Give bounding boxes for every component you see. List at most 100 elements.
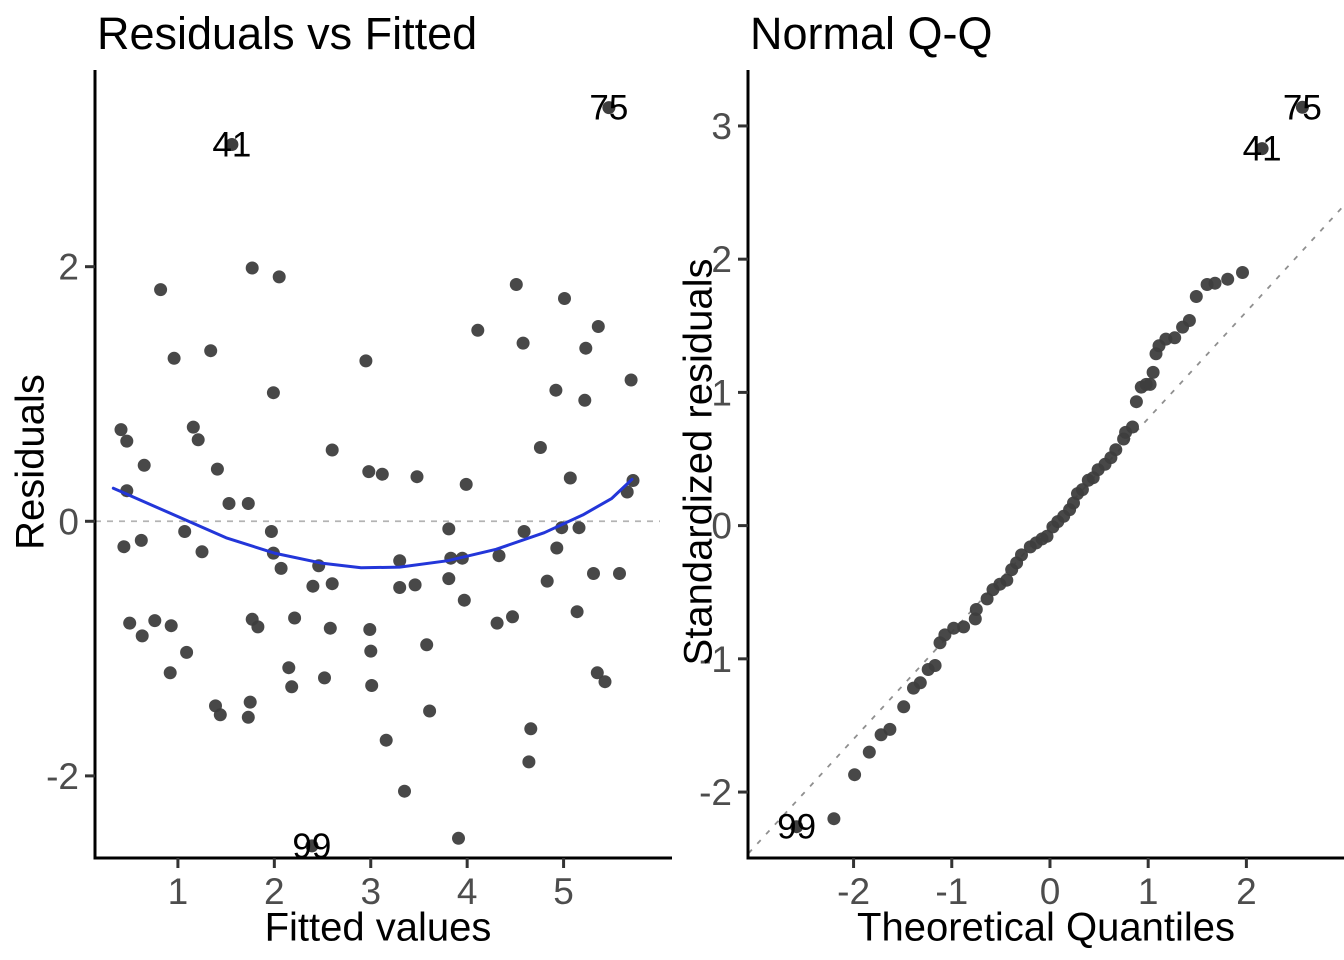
data-point xyxy=(442,572,456,586)
labeled-data-point xyxy=(225,138,239,151)
data-point xyxy=(210,462,224,476)
data-point xyxy=(243,695,257,709)
data-point xyxy=(459,477,473,491)
data-point xyxy=(245,261,259,275)
data-point xyxy=(154,283,168,297)
data-point xyxy=(572,521,586,535)
data-point xyxy=(1189,290,1203,303)
data-point xyxy=(913,676,927,690)
data-point xyxy=(957,620,971,634)
data-point xyxy=(410,470,424,484)
data-point xyxy=(251,620,265,634)
data-point xyxy=(325,443,339,457)
theoretical-quantiles-x-axis-title: Theoretical Quantiles xyxy=(857,905,1235,950)
data-point xyxy=(117,540,131,554)
y-tick-label: 3 xyxy=(711,106,732,147)
data-point xyxy=(1236,266,1249,279)
data-point xyxy=(264,525,278,538)
data-point xyxy=(1146,365,1160,379)
data-point xyxy=(364,644,378,658)
data-point xyxy=(325,577,339,591)
data-point xyxy=(163,666,177,680)
y-tick-label: 0 xyxy=(711,506,732,547)
x-tick-label: 4 xyxy=(457,871,478,912)
data-point xyxy=(1208,276,1222,290)
x-tick-label: 5 xyxy=(553,871,574,912)
data-point xyxy=(492,549,506,563)
data-point xyxy=(1182,314,1196,327)
data-point xyxy=(379,733,393,747)
data-point xyxy=(359,354,373,368)
labeled-data-point xyxy=(790,820,804,834)
data-point xyxy=(398,784,411,798)
data-point xyxy=(1126,420,1139,434)
data-point xyxy=(457,593,471,607)
data-point xyxy=(393,581,407,594)
data-point xyxy=(178,525,192,538)
data-point xyxy=(186,420,200,434)
data-point xyxy=(563,471,577,485)
point-label: 41 xyxy=(1243,130,1282,169)
x-tick-label: -1 xyxy=(935,871,968,912)
data-point xyxy=(517,525,531,538)
data-point xyxy=(969,603,983,616)
data-point xyxy=(938,628,952,642)
data-point xyxy=(516,336,530,350)
data-point xyxy=(827,812,841,826)
data-point xyxy=(570,605,584,619)
fitted-values-x-axis-title: Fitted values xyxy=(264,905,492,950)
scatter-points xyxy=(114,261,640,845)
data-point xyxy=(533,441,547,454)
data-point xyxy=(323,621,337,635)
data-point xyxy=(272,270,286,284)
data-point xyxy=(213,708,227,722)
data-point xyxy=(624,373,638,387)
x-tick-label: 2 xyxy=(1236,871,1257,912)
data-point xyxy=(191,433,205,447)
data-point xyxy=(365,679,379,692)
data-point xyxy=(241,497,255,510)
data-point xyxy=(1168,331,1182,345)
y-tick-label: -1 xyxy=(699,639,732,680)
data-point xyxy=(423,704,437,718)
residuals-vs-fitted-plot: 41 75 99 1 2 3 4 5 -2 0 2 xyxy=(46,70,672,912)
data-point xyxy=(266,386,280,400)
labeled-data-point xyxy=(305,839,319,853)
data-point xyxy=(522,755,536,769)
data-point xyxy=(1143,377,1157,391)
data-point xyxy=(408,578,422,592)
scatter-points xyxy=(827,266,1249,826)
y-tick-label: -2 xyxy=(699,772,732,813)
data-point xyxy=(363,623,377,636)
x-tick-label: -2 xyxy=(837,871,870,912)
data-point xyxy=(928,659,942,672)
normal-qq-title: Normal Q-Q xyxy=(750,8,993,59)
data-point xyxy=(114,423,128,437)
data-point xyxy=(613,567,626,580)
data-point xyxy=(578,393,592,407)
data-point xyxy=(282,661,296,675)
labeled-data-point xyxy=(602,101,616,115)
data-point xyxy=(288,611,302,625)
data-point xyxy=(587,567,600,580)
data-point xyxy=(137,458,151,472)
x-tick-label: 3 xyxy=(361,871,382,912)
data-point xyxy=(490,616,504,630)
data-point xyxy=(509,278,523,291)
y-tick-label: 0 xyxy=(58,501,79,542)
data-point xyxy=(222,497,236,510)
qq-reference-line xyxy=(747,205,1344,854)
data-point xyxy=(1015,548,1028,562)
labeled-data-point xyxy=(1295,100,1309,114)
data-point xyxy=(393,554,407,568)
data-point xyxy=(598,675,612,689)
data-point xyxy=(134,533,148,547)
point-label: 75 xyxy=(589,89,628,128)
data-point xyxy=(968,612,982,626)
data-point xyxy=(204,344,218,358)
x-tick-label: 1 xyxy=(168,871,189,912)
data-point xyxy=(579,341,593,355)
y-tick-label: 1 xyxy=(711,372,732,413)
